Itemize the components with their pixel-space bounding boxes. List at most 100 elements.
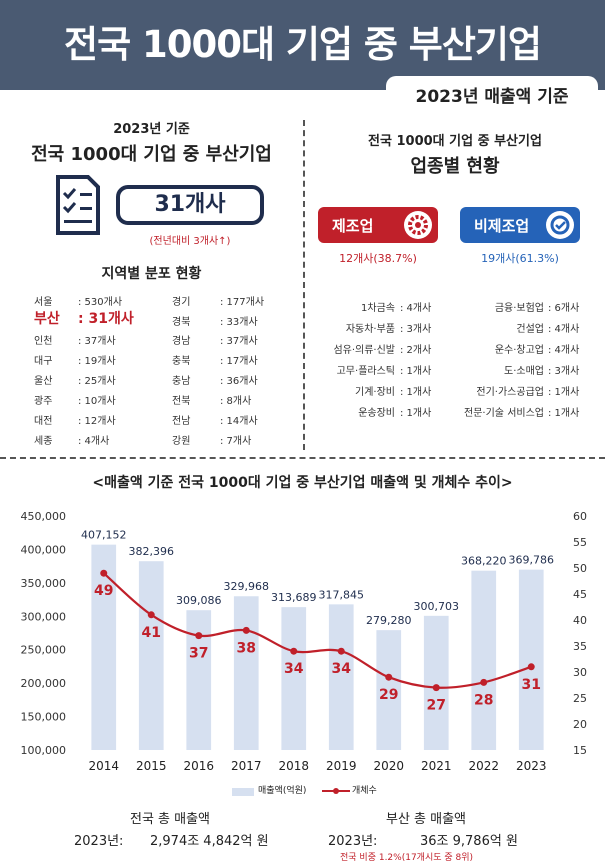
revenue-bar — [138, 561, 164, 750]
industry-value: : 4개사 — [548, 345, 580, 356]
region-name: 세종 — [34, 436, 53, 447]
busan-total-value: 36조 9,786억 원 — [420, 834, 518, 849]
revenue-bar — [423, 615, 449, 750]
busan-share-note: 전국 비중 1.2%(17개시도 중 8위) — [340, 853, 474, 863]
industry-value: : 1개사 — [548, 387, 580, 398]
region-name: 강원 — [172, 436, 191, 447]
y-right-tick-label: 50 — [573, 562, 587, 575]
industry-name: 건설업 — [516, 324, 544, 335]
region-value: : 12개사 — [78, 416, 116, 427]
left-title: 전국 1000대 기업 중 부산기업 — [31, 144, 272, 165]
revenue-data-label: 309,086 — [176, 594, 222, 607]
y-right-tick-label: 30 — [573, 666, 587, 679]
company-count-point — [242, 626, 250, 634]
manufacturing-stat: 12개사(38.7%) — [339, 252, 417, 265]
industry-name: 1차금속 — [361, 303, 395, 314]
company-count-label: 49 — [94, 583, 113, 599]
company-count-point — [480, 678, 488, 686]
basis-tab — [386, 76, 598, 112]
y-right-tick-label: 35 — [573, 640, 587, 653]
region-name: 전남 — [172, 416, 191, 427]
basis-label: 2023년 매출액 기준 — [415, 87, 569, 107]
revenue-bar — [186, 610, 212, 750]
company-count-point — [100, 569, 108, 577]
industry-value: : 4개사 — [548, 324, 580, 335]
y-left-tick-label: 250,000 — [21, 644, 67, 657]
x-tick-label: 2014 — [88, 759, 119, 773]
region-name: 충북 — [172, 356, 191, 367]
revenue-data-label: 368,220 — [461, 555, 507, 568]
revenue-data-label: 279,280 — [366, 614, 412, 627]
region-value: : 19개사 — [78, 356, 116, 367]
industry-name: 기계·장비 — [355, 387, 395, 398]
revenue-bar — [376, 630, 402, 750]
region-name: 충남 — [172, 376, 191, 387]
industry-name: 운수·창고업 — [494, 345, 544, 356]
region-title: 지역별 분포 현황 — [101, 266, 202, 282]
yoy-change: (전년대비 3개사↑) — [149, 236, 231, 247]
revenue-data-label: 317,845 — [319, 588, 365, 601]
x-tick-label: 2016 — [183, 759, 214, 773]
y-right-tick-label: 60 — [573, 510, 587, 523]
region-value: : 8개사 — [220, 396, 252, 407]
y-left-tick-label: 450,000 — [21, 510, 67, 523]
company-count-point — [527, 663, 535, 671]
vertical-divider — [303, 120, 305, 450]
revenue-data-label: 313,689 — [271, 591, 317, 604]
company-count-line — [103, 572, 532, 689]
industry-name: 섬유·의류·신발 — [333, 345, 395, 356]
page-title: 전국 1000대 기업 중 부산기업 — [64, 23, 542, 66]
y-right-tick-label: 45 — [573, 588, 587, 601]
chart-title: <매출액 기준 전국 1000대 기업 중 부산기업 매출액 및 개체수 추이> — [92, 475, 513, 491]
region-value: : 530개사 — [78, 297, 123, 308]
y-left-tick-label: 300,000 — [21, 610, 67, 623]
national-total-year: 2023년: — [74, 834, 124, 849]
x-tick-label: 2019 — [326, 759, 357, 773]
y-right-tick-label: 15 — [573, 744, 587, 757]
industry-name: 도·소매업 — [504, 366, 544, 377]
company-count-label: 41 — [142, 625, 161, 641]
manufacturing-label: 제조업 — [332, 217, 374, 235]
company-count-point — [385, 673, 393, 681]
region-value: : 37개사 — [78, 336, 116, 347]
company-count-label: 27 — [427, 698, 446, 714]
y-right-tick-label: 55 — [573, 536, 587, 549]
busan-total-year: 2023년: — [328, 834, 378, 849]
header-banner — [0, 0, 605, 90]
region-value: : 33개사 — [220, 317, 258, 328]
company-count-point — [147, 611, 155, 619]
region-name: 광주 — [34, 396, 53, 407]
region-name: 울산 — [34, 376, 53, 387]
industry-value: : 1개사 — [548, 408, 580, 419]
region-value: : 37개사 — [220, 336, 258, 347]
manufacturing-badge: 제조업 — [318, 207, 438, 243]
revenue-data-label: 369,786 — [509, 554, 555, 567]
x-tick-label: 2018 — [278, 759, 309, 773]
y-left-tick-label: 400,000 — [21, 543, 67, 556]
legend-line-swatch — [322, 788, 350, 794]
non-manufacturing-badge: 비제조업 — [460, 207, 580, 243]
industry-name: 고무·플라스틱 — [336, 366, 395, 377]
region-name: 전북 — [172, 396, 191, 407]
region-name: 경남 — [172, 336, 191, 347]
company-count-label: 34 — [284, 661, 304, 677]
company-count-point — [337, 647, 345, 655]
revenue-count-chart: 100,000 150,000 200,000 250,000 300,000 350,0… — [21, 510, 588, 773]
company-count-label: 28 — [474, 692, 493, 708]
region-value: : 25개사 — [78, 376, 116, 387]
region-name: 경북 — [172, 317, 191, 328]
revenue-bar — [518, 569, 544, 750]
industry-value: : 2개사 — [400, 345, 432, 356]
y-left-tick-label: 100,000 — [21, 744, 67, 757]
industry-value: : 3개사 — [400, 324, 432, 335]
region-value: : 177개사 — [220, 297, 265, 308]
region-value: : 10개사 — [78, 396, 116, 407]
region-value: : 7개사 — [220, 436, 252, 447]
legend-line-label: 개체수 — [352, 786, 377, 796]
industry-value: : 1개사 — [400, 408, 432, 419]
industry-name: 운송장비 — [358, 408, 395, 419]
company-count-point — [195, 632, 203, 640]
revenue-bar — [471, 570, 497, 750]
x-tick-label: 2023 — [516, 759, 547, 773]
revenue-data-label: 382,396 — [129, 545, 175, 558]
